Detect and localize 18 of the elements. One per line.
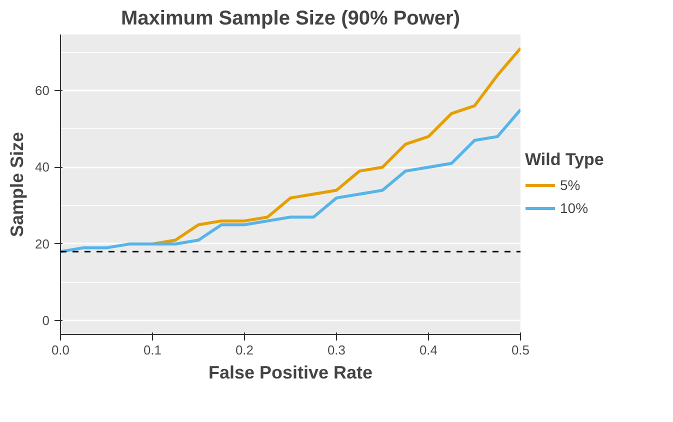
y-tick-label: 0 (42, 313, 50, 328)
y-tick-label: 20 (35, 236, 50, 252)
x-tick-label: 0.2 (235, 342, 254, 358)
x-tick-label: 0.4 (419, 342, 438, 358)
x-axis-title: False Positive Rate (208, 362, 373, 382)
legend-label: 10% (560, 200, 588, 216)
y-tick-label: 40 (35, 160, 50, 175)
chart-title: Maximum Sample Size (90% Power) (121, 8, 460, 30)
x-tick-label: 0.5 (511, 342, 530, 358)
line-series (60, 108, 520, 254)
x-tick-label: 0.3 (327, 342, 346, 358)
legend-title: Wild Type (525, 150, 604, 170)
y-axis-title: Sample Size (7, 132, 28, 238)
line-series (151, 46, 520, 246)
y-tick-label: 60 (35, 83, 50, 98)
legend-label: 5% (560, 177, 580, 193)
x-tick-label: 0.0 (51, 342, 70, 358)
x-tick-label: 0.1 (143, 342, 162, 358)
